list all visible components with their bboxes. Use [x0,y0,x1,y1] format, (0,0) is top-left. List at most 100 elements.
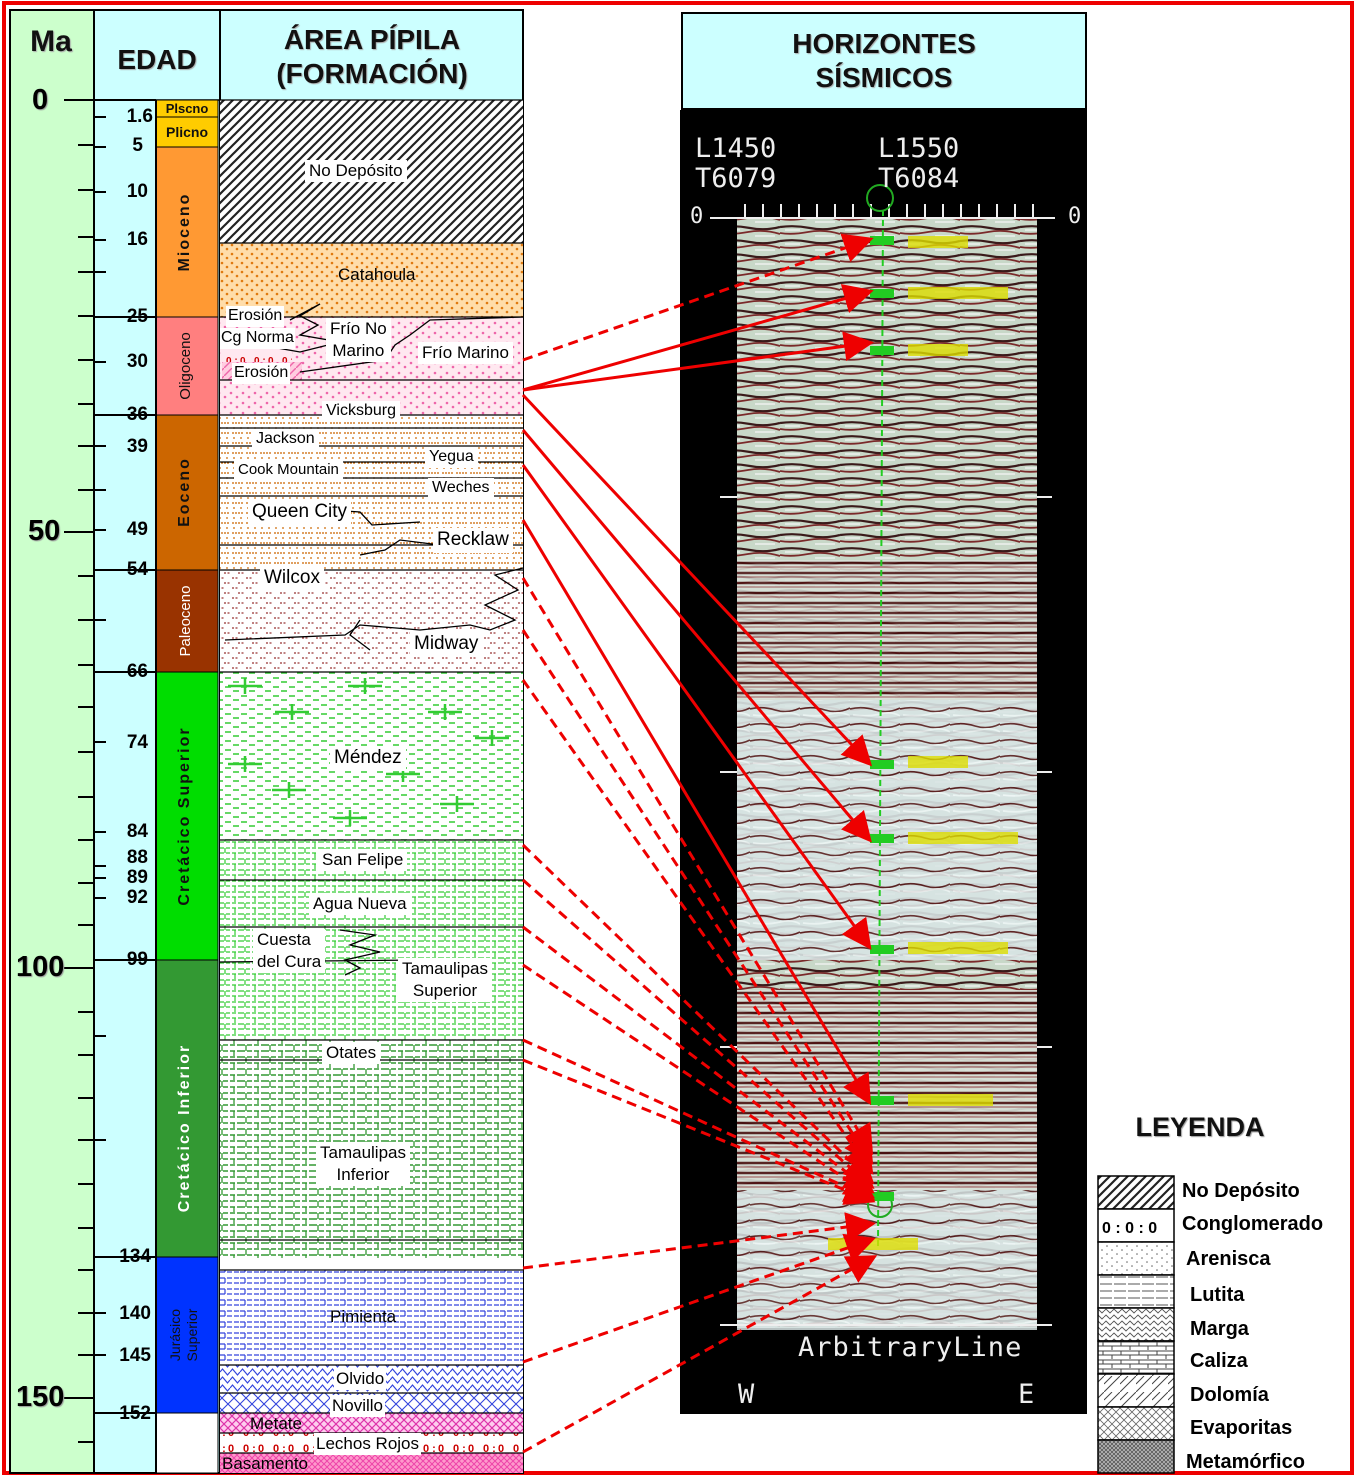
seismic-line-left: L1450 T6079 [695,133,777,194]
legend-swatch-marga [1097,1307,1175,1342]
svg-text:0 : 0 : 0: 0 : 0 : 0 [1102,1220,1157,1237]
ma-column [9,9,95,1474]
formation-lechos-rojos: Lechos Rojos [314,1433,422,1456]
age-tick-10: 10 [126,181,148,202]
epoch-mioceno-label: Mioceno [176,192,193,272]
age-tick-145: 145 [119,1345,151,1366]
epoch-pleistoceno-label: Plscno [165,101,209,116]
horizontes-header-box [681,12,1087,110]
formation-metate: Metate [250,1414,302,1433]
age-tick-66: 66 [126,661,148,682]
formation-catahoula: Catahoula [338,265,416,284]
epoch-jurasico-superior-box [155,1256,219,1414]
epoch-cretacico-superior-label: Cretácico Superior [176,726,193,906]
ma-label-0: 0 [32,84,49,116]
legend-swatch-metamorfico [1097,1439,1175,1474]
formation-weches: Weches [428,478,494,499]
well-trace [877,209,884,1251]
formation-mendez: Méndez [330,746,406,771]
legend-label-dolomia: Dolomía [1190,1384,1269,1406]
legend-swatch-arenisca [1097,1241,1175,1276]
formation-recklaw: Recklaw [433,528,513,553]
formation-frio-marino: Frío Marino [418,342,513,365]
legend-label-no-deposito: No Depósito [1182,1180,1300,1202]
age-tick-92: 92 [126,887,148,908]
formation-erosion-upper: Erosión [226,306,285,327]
ma-label-100: 100 [16,951,65,983]
ma-label-50: 50 [28,515,61,547]
formation-tamaulipas-inferior: Tamaulipas Inferior [316,1142,410,1187]
legend-label-arenisca: Arenisca [1186,1248,1271,1270]
seismic-line-right: L1550 T6084 [878,133,960,194]
ma-header: Ma [30,25,72,58]
age-tick-99: 99 [126,949,148,970]
legend-swatch-conglomerado [1097,1208,1175,1243]
seismic-top-left-value: 0 [690,204,704,229]
epoch-eoceno-label: Eoceno [176,457,193,527]
formation-queen-city: Queen City [248,500,352,525]
epoch-oligoceno-box [155,316,219,416]
age-tick-49: 49 [126,519,148,540]
formation-basamento: Basamento [222,1454,308,1473]
formation-no-deposito: No Depósito [305,160,407,183]
legend-label-caliza: Caliza [1190,1350,1248,1372]
legend-swatch-no-deposito [1097,1175,1175,1210]
formation-olvido: Olvido [334,1368,387,1391]
legend-label-marga: Marga [1190,1318,1249,1340]
formation-midway: Midway [410,632,483,657]
edad-header: EDAD [117,44,197,76]
formation-cuesta-del-cura: Cuesta del Cura [253,929,326,974]
age-tick-74: 74 [126,732,148,753]
horizontes-header: HORIZONTES SÍSMICOS [792,28,976,93]
formation-erosion-lower: Erosión [232,363,291,384]
formation-frio-no-marino: Frío No Marino [326,318,391,363]
formation-jackson: Jackson [252,429,319,450]
epoch-cretacico-superior-box [155,671,219,961]
seismic-east-label: E [1018,1379,1035,1410]
age-tick-152: 152 [119,1403,151,1424]
age-tick-140: 140 [119,1303,151,1324]
age-tick-134: 134 [119,1246,151,1267]
formation-yegua: Yegua [425,447,478,468]
formation-otates: Otates [322,1042,381,1065]
ma-label-150: 150 [16,1381,65,1413]
legend-label-evaporitas: Evaporitas [1190,1417,1293,1439]
legend-label-metamorfico: Metamórfico [1186,1451,1305,1473]
epoch-cretacico-inferior-label: Cretácico Inferior [176,1043,193,1213]
formation-pimienta: Pimienta [330,1307,397,1326]
formation-cg-norma: Cg Norma [220,328,295,349]
seismic-top-right-value: 0 [1068,204,1082,229]
age-tick-5: 5 [132,135,143,156]
formation-agua-nueva: Agua Nueva [309,893,411,916]
legend-label-conglomerado: Conglomerado [1182,1213,1324,1235]
legend-swatch-dolomia [1097,1373,1175,1408]
age-tick-25: 25 [126,306,148,327]
seismic-bottom-label: ArbitraryLine [798,1332,1023,1363]
age-tick-88: 88 [126,847,148,868]
legend-swatch-caliza [1097,1340,1175,1375]
legend-swatch-evaporitas [1097,1406,1175,1441]
epoch-jurasico-superior-label: Jurásico Superior [167,1308,200,1362]
formation-tamaulipas-superior: Tamaulipas Superior [398,958,492,1003]
epoch-plioceno-label: Plicno [165,124,208,140]
age-tick-89: 89 [126,867,148,888]
formation-san-felipe: San Felipe [318,849,408,872]
age-tick-16: 16 [126,229,148,250]
formation-wilcox: Wilcox [260,566,324,591]
epoch-eoceno-box [155,414,219,571]
age-tick-54: 54 [126,559,148,580]
age-tick-1-6: 1.6 [126,106,153,127]
age-tick-39: 39 [126,436,148,457]
formacion-header: ÁREA PÍPILA (FORMACIÓN) [276,24,468,89]
legend-swatch-lutita [1097,1274,1175,1309]
epoch-paleoceno-box [155,569,219,673]
legend-label-lutita: Lutita [1190,1284,1245,1306]
formation-vicksburg: Vicksburg [322,401,400,422]
formation-cook-mountain: Cook Mountain [234,460,343,480]
age-tick-36: 36 [126,404,148,425]
epoch-mioceno-box [155,146,219,318]
epoch-paleoceno-label: Paleoceno [177,585,194,657]
epoch-oligoceno-label: Oligoceno [177,332,194,400]
age-tick-30: 30 [126,351,148,372]
